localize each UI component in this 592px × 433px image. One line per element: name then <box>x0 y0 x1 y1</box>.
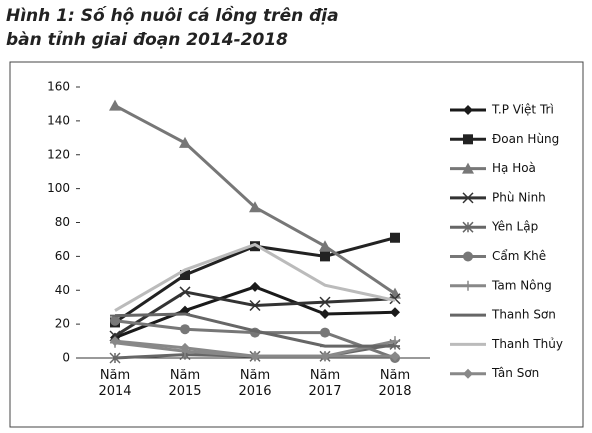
marker <box>250 281 260 292</box>
legend-marker <box>463 251 473 262</box>
marker <box>250 351 260 362</box>
marker <box>320 308 330 319</box>
legend-marker <box>463 280 473 291</box>
legend-label: Tam Nông <box>491 278 552 292</box>
series-line <box>114 242 396 312</box>
marker <box>180 342 190 353</box>
y-tick-label: 120 <box>47 147 70 161</box>
y-tick-label: 80 <box>55 215 70 229</box>
marker <box>109 99 121 111</box>
legend-marker <box>462 192 474 204</box>
legend-label: Thanh Sơn <box>491 308 556 322</box>
legend-marker <box>462 162 474 174</box>
legend-label: Tân Sơn <box>491 366 539 380</box>
legend-marker <box>462 221 474 233</box>
legend-marker <box>463 105 473 115</box>
legend-label: Yên Lập <box>491 220 538 234</box>
x-tick-label: Năm 2017 <box>308 368 342 399</box>
marker <box>180 270 190 281</box>
marker <box>320 251 330 262</box>
y-tick-label: 40 <box>55 283 70 297</box>
marker <box>180 324 190 335</box>
marker <box>109 352 121 364</box>
chart-title: Hình 1: Số hộ nuôi cá lồng trên địa bàn … <box>6 6 339 50</box>
marker <box>249 299 261 312</box>
y-tick-label: 140 <box>47 113 70 127</box>
legend-label: Thanh Thủy <box>491 337 563 351</box>
legend-label: Cẩm Khê <box>492 249 546 263</box>
x-tick-label: Năm 2014 <box>98 368 132 399</box>
marker <box>179 286 191 298</box>
x-tick-label: Năm 2016 <box>238 368 272 399</box>
series-line <box>114 104 396 295</box>
legend-label: Phù Ninh <box>492 190 546 204</box>
x-tick-label: Năm 2015 <box>168 368 202 399</box>
y-tick-label: 160 <box>47 80 70 94</box>
y-tick-label: 100 <box>47 181 70 195</box>
legend-marker <box>463 368 473 379</box>
x-tick-label: Năm 2018 <box>378 368 412 399</box>
y-tick-label: 20 <box>55 317 70 331</box>
marker <box>110 315 120 326</box>
marker <box>319 296 331 308</box>
marker <box>390 336 400 347</box>
marker <box>319 240 331 252</box>
marker <box>390 232 400 243</box>
legend-label: Hạ Hoà <box>492 161 536 175</box>
marker <box>320 351 330 362</box>
y-tick-label: 60 <box>55 249 70 263</box>
chart-frame <box>9 61 584 428</box>
marker <box>110 336 120 347</box>
y-tick-label: 0 <box>62 351 70 365</box>
marker <box>390 351 400 362</box>
marker <box>179 136 191 148</box>
marker <box>390 307 400 318</box>
legend-label: T.P Việt Trì <box>491 103 554 117</box>
marker <box>109 330 121 342</box>
legend-label: Đoan Hùng <box>492 132 559 146</box>
marker <box>389 293 401 305</box>
legend-marker <box>463 134 473 145</box>
marker <box>320 327 330 338</box>
marker <box>249 201 261 213</box>
